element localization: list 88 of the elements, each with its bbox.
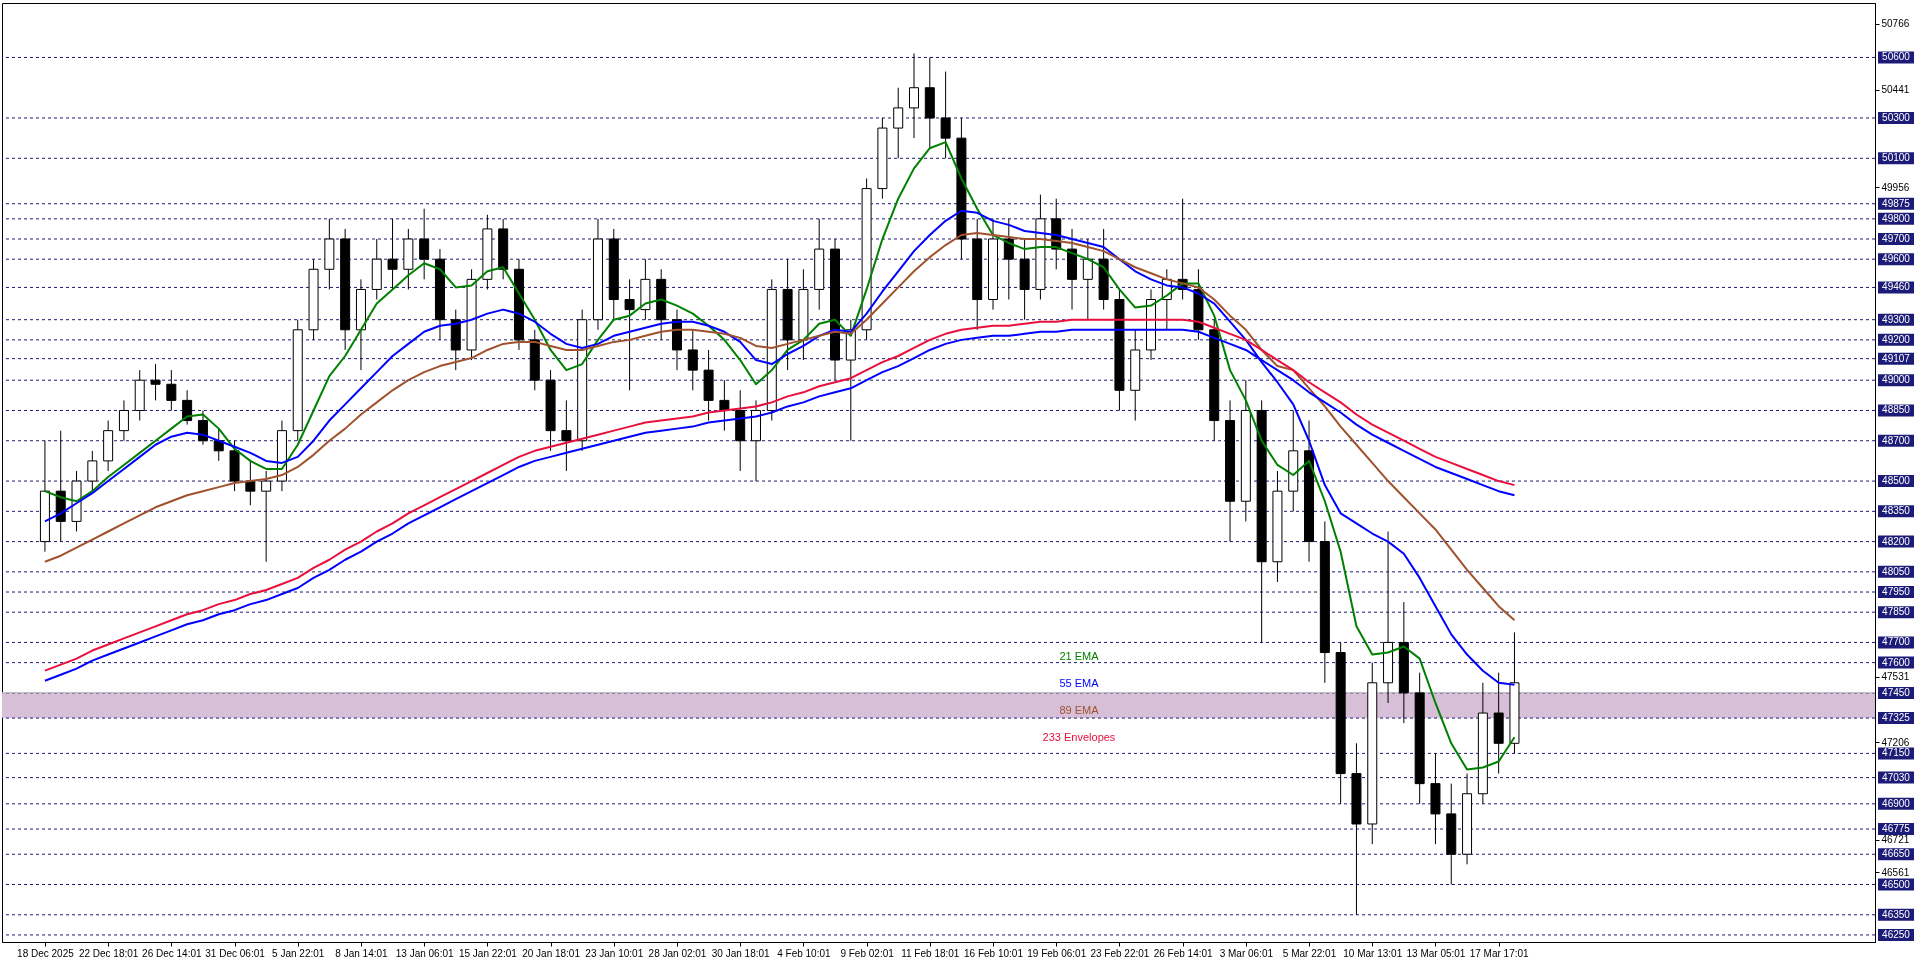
y-tick-label: 46561 <box>1881 866 1910 878</box>
ref-line-label: 48700 <box>1882 434 1911 446</box>
y-tick-label: 46721 <box>1881 834 1910 846</box>
candlestick <box>87 450 98 492</box>
x-tick-label: 9 Feb 02:01 <box>840 947 895 959</box>
ref-line-label: 48500 <box>1882 475 1911 487</box>
text: 55 EMA <box>1059 676 1100 689</box>
x-tick-label: 3 Mar 06:01 <box>1219 947 1274 959</box>
ref-line-label: 48050 <box>1882 565 1911 577</box>
x-tick-label: 22 Dec 18:01 <box>78 947 139 959</box>
ref-line-label: 49107 <box>1882 352 1911 364</box>
candlestick <box>197 409 208 446</box>
candlestick <box>719 379 730 432</box>
x-tick-label: 26 Dec 14:01 <box>142 947 203 959</box>
x-tick-label: 5 Mar 22:01 <box>1282 947 1337 959</box>
x-tick-label: 13 Mar 05:01 <box>1406 947 1466 959</box>
y-tick-label: 50766 <box>1881 18 1910 30</box>
line-series <box>43 209 1516 686</box>
text: 233 Envelopes <box>1042 730 1116 743</box>
candlestick <box>561 399 572 472</box>
candlestick <box>387 218 398 290</box>
candlestick <box>166 369 177 411</box>
ref-line-label: 47450 <box>1882 686 1911 698</box>
candlestick <box>1082 238 1093 321</box>
x-tick-label: 31 Dec 06:01 <box>205 947 266 959</box>
ref-line-label: 47600 <box>1882 656 1911 668</box>
x-tick-label: 30 Jan 18:01 <box>711 947 771 959</box>
ref-line-label: 49800 <box>1882 212 1911 224</box>
ref-line-label: 50300 <box>1882 111 1911 123</box>
x-tick-label: 20 Jan 18:01 <box>522 947 581 959</box>
candlestick <box>261 470 272 563</box>
text: 21 EMA <box>1059 649 1100 662</box>
text: 89 EMA <box>1059 703 1100 716</box>
x-tick-label: 23 Jan 10:01 <box>585 947 644 959</box>
ref-line-label: 47030 <box>1882 771 1911 783</box>
x-tick-label: 26 Feb 14:01 <box>1153 947 1214 959</box>
candlestick <box>150 363 161 401</box>
ref-line-label: 46350 <box>1882 908 1911 920</box>
ref-line-label: 46500 <box>1882 878 1911 890</box>
line-series <box>43 141 1516 771</box>
ref-line-label: 46900 <box>1882 797 1911 809</box>
candlestick <box>245 460 256 506</box>
candlestick <box>893 87 904 159</box>
ref-line-label: 49300 <box>1882 313 1911 325</box>
y-tick-label: 49956 <box>1881 181 1910 193</box>
ref-line-label: 47950 <box>1882 586 1911 598</box>
ref-line-label: 49700 <box>1882 233 1911 245</box>
ref-line-label: 48850 <box>1882 404 1911 416</box>
ref-line-label: 46250 <box>1882 928 1911 940</box>
ref-line-label: 47700 <box>1882 636 1911 648</box>
y-tick-label: 47531 <box>1881 671 1910 683</box>
ref-line-label: 49200 <box>1882 333 1911 345</box>
ref-line-label: 46775 <box>1882 823 1911 835</box>
x-tick-label: 17 Mar 17:01 <box>1469 947 1530 959</box>
ref-line-label: 49000 <box>1882 374 1911 386</box>
x-tick-label: 4 Feb 10:01 <box>777 947 832 959</box>
ref-line-label: 49600 <box>1882 253 1911 265</box>
ref-line-label: 47150 <box>1882 747 1911 759</box>
ref-line-label: 49875 <box>1882 197 1911 209</box>
x-tick-label: 28 Jan 02:01 <box>648 947 707 959</box>
candlestick <box>909 52 920 139</box>
ref-line-label: 46650 <box>1882 848 1911 860</box>
ref-line-label: 50100 <box>1882 152 1911 164</box>
candlestick <box>940 71 951 159</box>
line-series <box>43 231 1516 622</box>
ref-line-label: 48200 <box>1882 535 1911 547</box>
x-tick-label: 13 Jan 06:01 <box>395 947 455 959</box>
x-tick-label: 15 Jan 22:01 <box>458 947 518 959</box>
candlestick <box>1003 218 1014 301</box>
x-tick-label: 10 Mar 13:01 <box>1343 947 1403 959</box>
x-tick-label: 16 Feb 10:01 <box>964 947 1024 959</box>
ref-line-label: 50600 <box>1882 51 1911 63</box>
candlestick <box>687 329 698 391</box>
x-tick-label: 18 Dec 2025 <box>17 947 75 959</box>
x-tick-label: 19 Feb 06:01 <box>1027 947 1087 959</box>
candlestick <box>419 208 430 280</box>
candlestick <box>118 399 129 442</box>
x-tick-label: 5 Jan 22:01 <box>272 947 325 959</box>
y-tick-label: 50441 <box>1881 84 1910 96</box>
x-tick-label: 23 Feb 22:01 <box>1090 947 1150 959</box>
ref-line-label: 48350 <box>1882 505 1911 517</box>
ref-line-label: 47850 <box>1882 606 1911 618</box>
y-tick-label: 47206 <box>1881 736 1910 748</box>
x-tick-label: 11 Feb 18:01 <box>901 947 960 959</box>
candlestick <box>624 278 635 391</box>
x-tick-label: 8 Jan 14:01 <box>335 947 389 959</box>
ref-line-label: 47325 <box>1882 712 1911 724</box>
ref-line-label: 49460 <box>1882 281 1911 293</box>
